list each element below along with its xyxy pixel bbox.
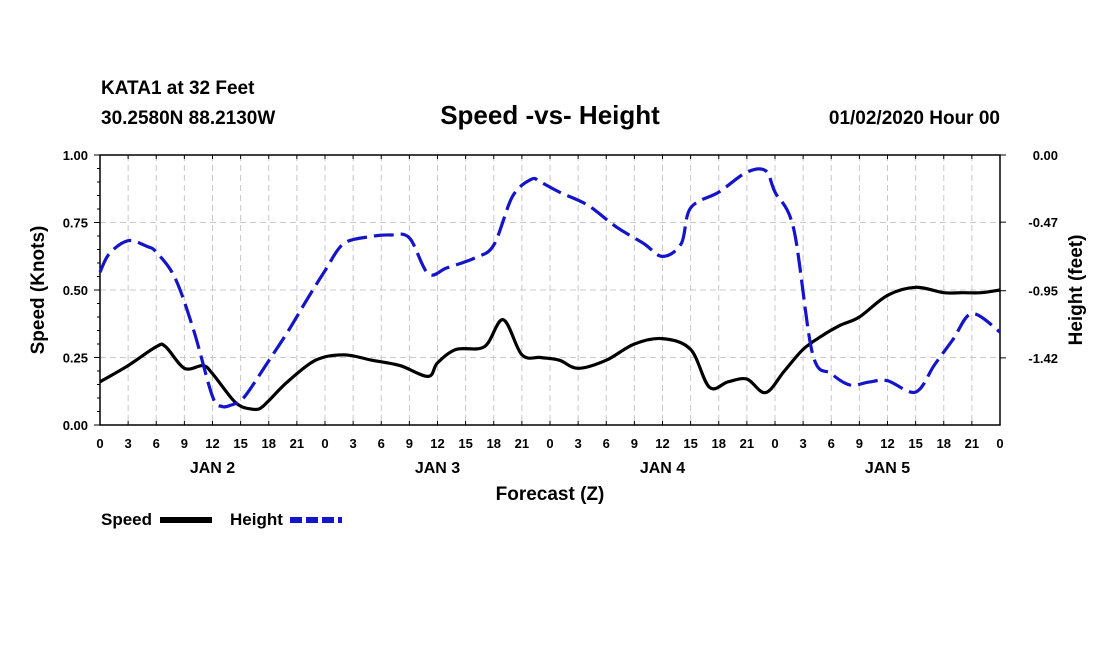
x-tick-label: 3 <box>350 436 357 451</box>
x-tick-label: 15 <box>683 436 697 451</box>
x-tick-label: 6 <box>153 436 160 451</box>
day-label: JAN 2 <box>190 460 235 477</box>
y-tick-label: 0.25 <box>63 351 88 366</box>
y-tick-label: 0.50 <box>63 283 88 298</box>
y2-axis-label: Height (feet) <box>1066 235 1087 346</box>
x-tick-label: 18 <box>937 436 951 451</box>
series-line-speed <box>99 285 1001 412</box>
chart-title: Speed -vs- Height <box>440 100 660 130</box>
x-tick-label: 9 <box>406 436 413 451</box>
x-tick-label: 0 <box>996 436 1003 451</box>
x-tick-label: 15 <box>233 436 247 451</box>
station-label: KATA1 at 32 Feet <box>101 78 255 99</box>
y2-tick-label: -1.42 <box>1028 351 1058 366</box>
x-tick-label: 6 <box>828 436 835 451</box>
legend-height-label: Height <box>230 510 283 529</box>
x-tick-label: 15 <box>458 436 472 451</box>
forecast-datetime: 01/02/2020 Hour 00 <box>829 108 1000 129</box>
x-tick-label: 0 <box>96 436 103 451</box>
y-tick-label: 1.00 <box>63 148 88 163</box>
x-tick-label: 0 <box>321 436 328 451</box>
day-label: JAN 5 <box>865 460 910 477</box>
x-tick-label: 12 <box>655 436 669 451</box>
x-axis-label: Forecast (Z) <box>496 484 605 505</box>
y2-tick-label: -0.47 <box>1028 215 1058 230</box>
x-tick-label: 18 <box>712 436 726 451</box>
x-tick-label: 3 <box>575 436 582 451</box>
x-tick-label: 6 <box>603 436 610 451</box>
right-axis: 0.00 -0.47 -0.95 -1.42 <box>1000 148 1058 366</box>
x-tick-label: 9 <box>631 436 638 451</box>
coordinates-label: 30.2580N 88.2130W <box>101 108 275 129</box>
x-tick-label: 21 <box>740 436 754 451</box>
series-layer <box>98 167 1001 412</box>
x-tick-label: 15 <box>908 436 922 451</box>
x-tick-label: 3 <box>125 436 132 451</box>
x-tick-label: 12 <box>880 436 894 451</box>
x-tick-label: 3 <box>800 436 807 451</box>
left-axis: 0.00 0.25 0.50 0.75 1.00 <box>63 148 100 433</box>
series-line-height <box>98 167 1001 409</box>
x-tick-label: 6 <box>378 436 385 451</box>
x-tick-label: 18 <box>262 436 276 451</box>
x-tick-label: 18 <box>487 436 501 451</box>
y2-tick-label: 0.00 <box>1033 148 1058 163</box>
y-tick-label: 0.00 <box>63 418 88 433</box>
x-tick-label: 12 <box>430 436 444 451</box>
day-label: JAN 3 <box>415 460 460 477</box>
y2-tick-label: -0.95 <box>1028 284 1058 299</box>
legend: Speed Height <box>101 510 342 529</box>
x-tick-label: 12 <box>205 436 219 451</box>
x-axis: 0 3 6 9 12 15 18 21 0 3 6 9 12 15 18 21 0 3 6 9 12 15 18 21 0 3 6 9… <box>96 155 1004 477</box>
x-tick-label: 21 <box>290 436 304 451</box>
x-tick-label: 9 <box>181 436 188 451</box>
x-tick-label: 0 <box>546 436 553 451</box>
legend-speed-label: Speed <box>101 510 152 529</box>
day-label: JAN 4 <box>640 460 685 477</box>
x-tick-label: 21 <box>515 436 529 451</box>
x-tick-label: 0 <box>771 436 778 451</box>
x-tick-label: 21 <box>965 436 979 451</box>
y-axis-label: Speed (Knots) <box>28 226 49 355</box>
y-tick-label: 0.75 <box>63 216 88 231</box>
x-tick-label: 9 <box>856 436 863 451</box>
